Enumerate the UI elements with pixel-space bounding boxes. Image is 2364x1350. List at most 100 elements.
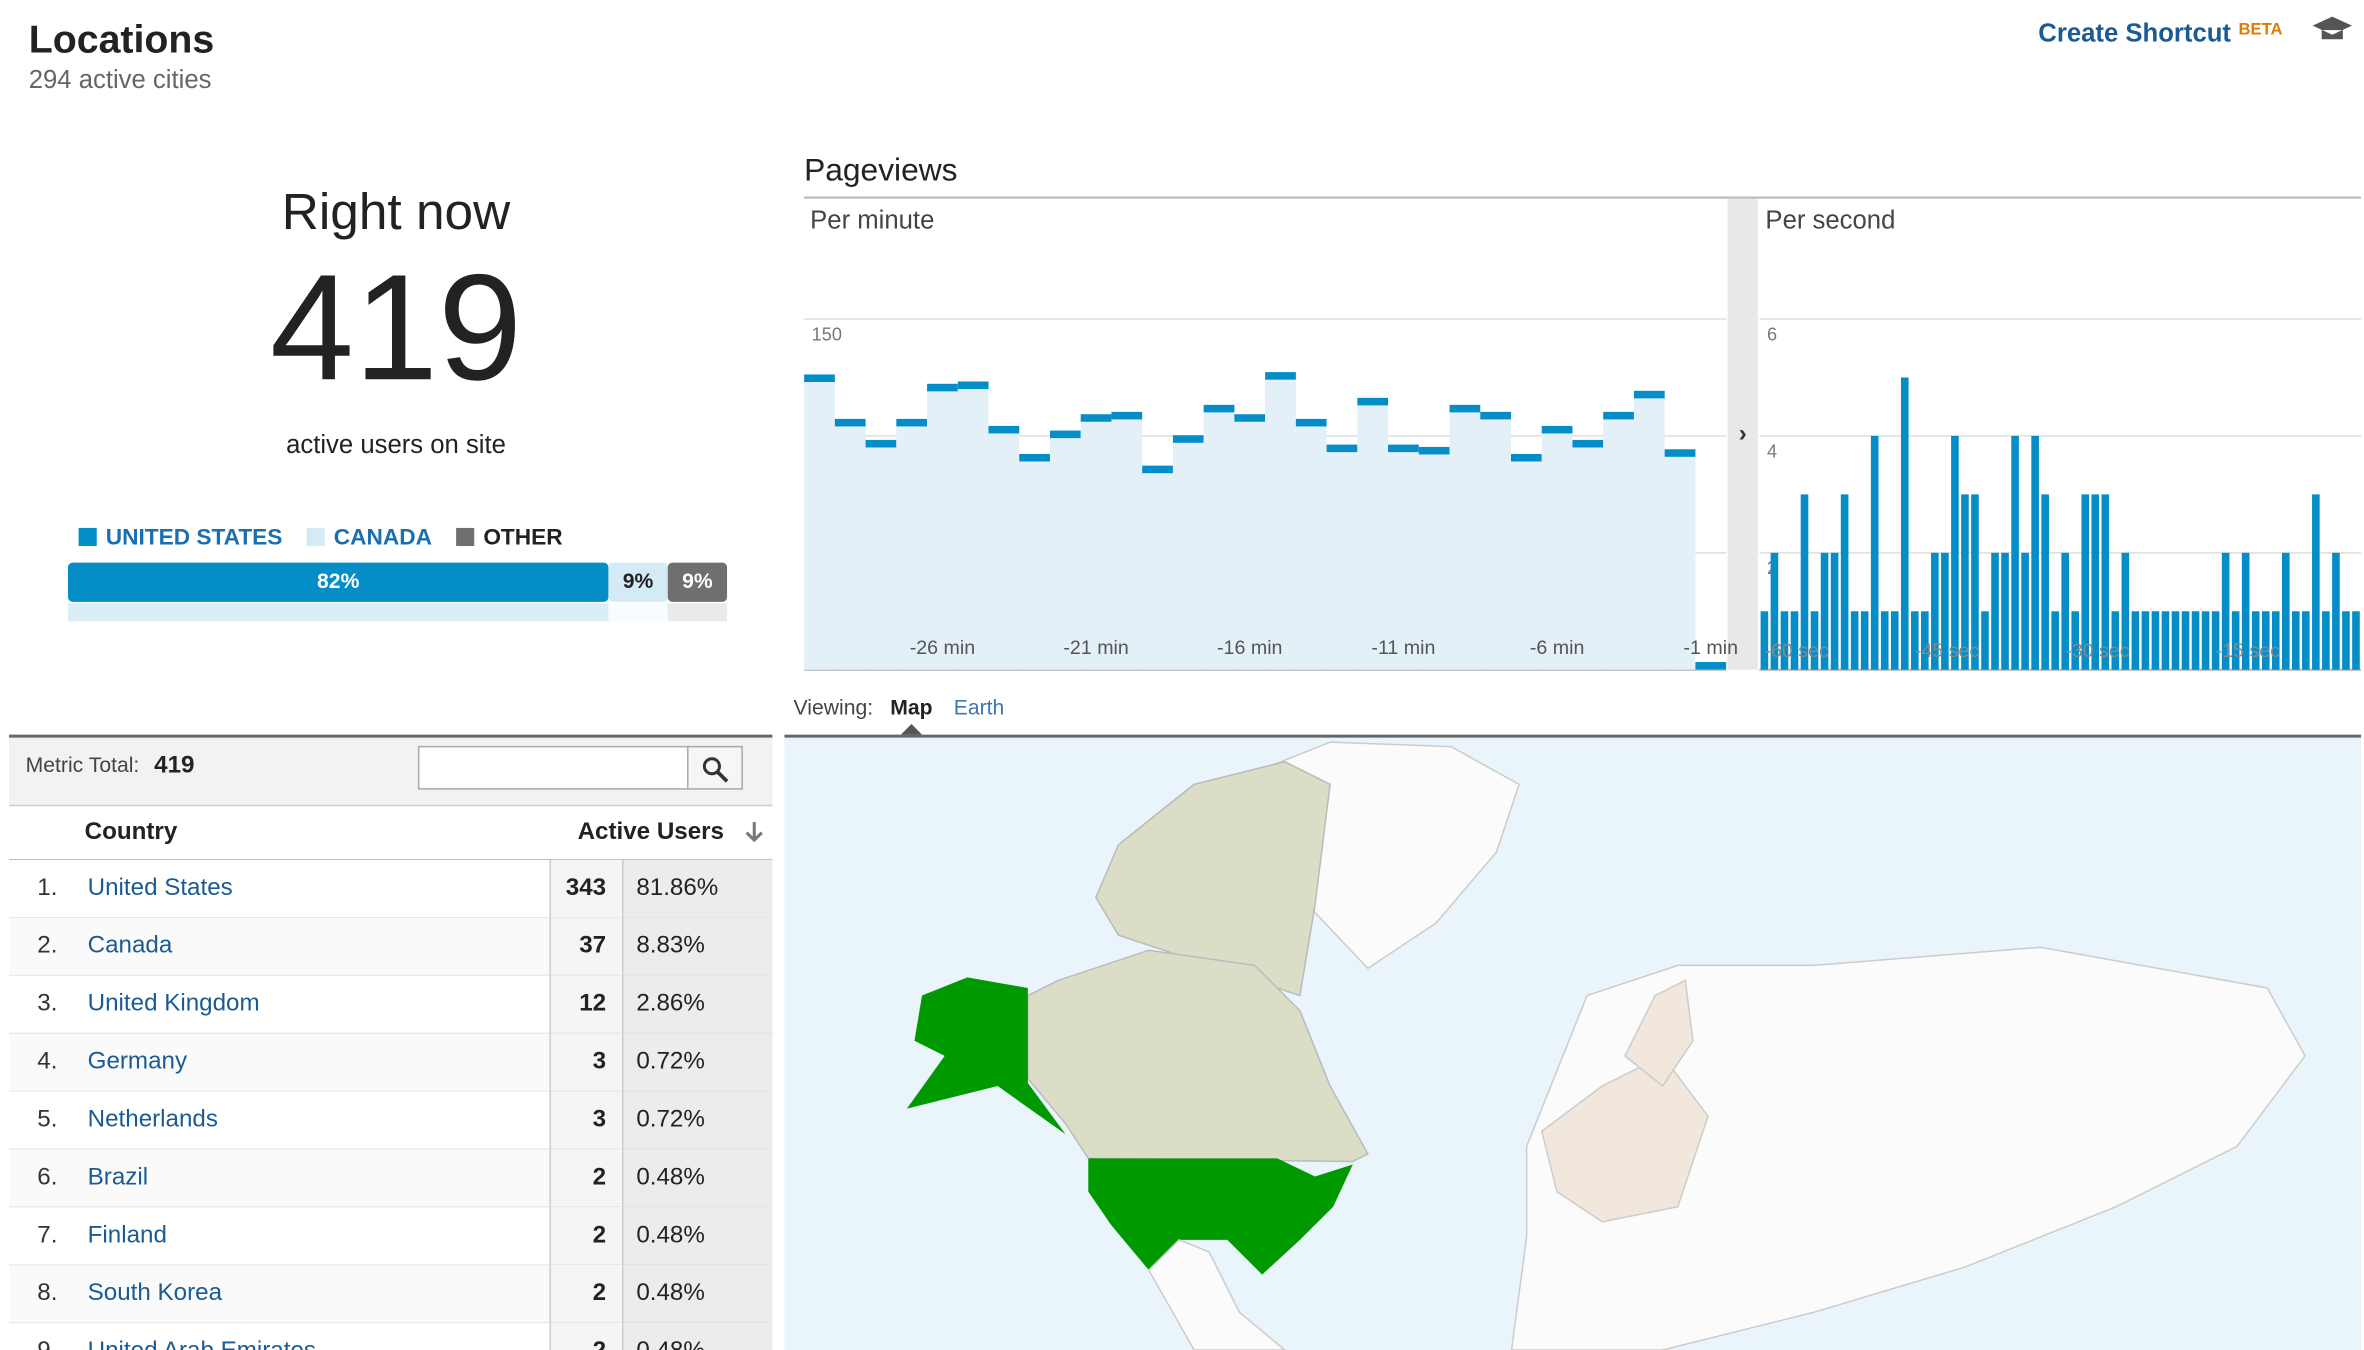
area-step (1234, 417, 1266, 670)
bar (1921, 611, 1929, 670)
user-percent: 0.48% (636, 1337, 705, 1350)
step-cap (1633, 390, 1665, 399)
value-cell (550, 1323, 623, 1350)
step-cap (1295, 418, 1327, 427)
step-cap (834, 418, 866, 427)
bar (1981, 611, 1989, 670)
area-step (1449, 407, 1481, 670)
area-step (957, 384, 989, 670)
bar (2221, 552, 2230, 670)
share-label: 9% (682, 570, 713, 593)
country-link[interactable]: Germany (88, 1048, 188, 1075)
percent-cell (622, 1149, 773, 1208)
step-cap (896, 418, 928, 427)
x-tick-label: -26 min (910, 637, 975, 659)
bar (1840, 494, 1849, 670)
map (784, 734, 2361, 1350)
step-cap (1572, 439, 1604, 448)
search-icon (702, 757, 721, 776)
value-cell (550, 1091, 623, 1150)
alaska (906, 977, 1066, 1135)
bar (2121, 552, 2130, 670)
bar (2141, 611, 2150, 670)
step-cap (1603, 411, 1634, 420)
bar (2101, 494, 2110, 670)
country-header[interactable]: Country (85, 818, 178, 845)
canada (1027, 949, 1369, 1163)
share-segment (608, 562, 668, 602)
percent-cell (622, 1265, 773, 1324)
active-users: 2 (593, 1337, 606, 1350)
map-tab[interactable]: Map (890, 697, 932, 720)
active-users: 12 (579, 990, 606, 1017)
create-shortcut[interactable]: Create Shortcut (2038, 19, 2231, 47)
sort-arrow[interactable] (745, 822, 763, 843)
share-reflection (68, 603, 609, 622)
area-step (1418, 449, 1450, 670)
country-link[interactable]: South Korea (88, 1279, 223, 1306)
panel-divider[interactable] (1727, 199, 1758, 670)
step-cap (1388, 444, 1419, 453)
page-title: Locations (29, 18, 215, 62)
bar (2322, 611, 2330, 670)
country-link[interactable]: Finland (88, 1221, 167, 1248)
bar (1900, 377, 1909, 670)
percent-cell (622, 859, 773, 918)
value-cell (550, 1149, 623, 1208)
active-users: 3 (593, 1048, 606, 1075)
area-step (927, 386, 958, 670)
user-percent: 0.72% (636, 1106, 705, 1133)
help-icon[interactable] (2312, 16, 2352, 40)
step-cap (1357, 397, 1389, 406)
earth-tab[interactable]: Earth (954, 697, 1005, 720)
users-header[interactable]: Active Users (578, 818, 724, 845)
area-step (1603, 414, 1634, 670)
country-link[interactable]: Brazil (88, 1163, 148, 1190)
country-link[interactable]: United Arab Emirates (88, 1337, 316, 1350)
charts: UNITED STATES 82% CANADA 9% OTHER 9% Per minut… (68, 202, 2361, 671)
step-cap (1049, 430, 1081, 439)
bar (2352, 611, 2360, 670)
percent-cell (622, 1091, 773, 1150)
area-step (804, 377, 835, 670)
bar (1911, 611, 1919, 670)
metric-label: Metric Total: (26, 754, 140, 777)
step-cap (1664, 449, 1696, 457)
area-step (896, 421, 928, 670)
bar (1971, 494, 1979, 670)
bar (2201, 611, 2210, 670)
active-users: 343 (566, 874, 606, 901)
value-cell (550, 975, 623, 1034)
step-cap (1142, 465, 1173, 474)
bar (1890, 611, 1899, 670)
area-step (1049, 433, 1081, 670)
country-link[interactable]: Canada (88, 932, 173, 959)
bar (2031, 435, 2039, 670)
step-cap (1111, 411, 1143, 420)
search-input[interactable] (417, 745, 689, 790)
area-step (1511, 456, 1542, 670)
user-percent: 0.48% (636, 1163, 705, 1190)
bar (2181, 611, 2190, 670)
value-cell (550, 1265, 623, 1324)
user-percent: 8.83% (636, 932, 705, 959)
step-cap (1541, 425, 1573, 434)
legend-swatch (456, 527, 475, 547)
bar (2001, 552, 2009, 670)
bar (1800, 494, 1809, 670)
step-cap (1418, 446, 1450, 455)
step-cap (957, 381, 989, 390)
share-label: 82% (317, 570, 360, 593)
country-link[interactable]: United Kingdom (88, 990, 260, 1017)
country-link[interactable]: United States (88, 874, 233, 901)
bar (1830, 552, 1839, 670)
x-tick-label: -1 min (1684, 637, 1739, 659)
search-button[interactable] (686, 745, 743, 790)
area-step (1295, 421, 1327, 670)
country-link[interactable]: Netherlands (88, 1106, 218, 1133)
divider-arrow: › (1739, 420, 1747, 447)
x-tick-label: -21 min (1063, 637, 1128, 659)
bar (2171, 611, 2180, 670)
row-rank: 8. (37, 1279, 57, 1306)
